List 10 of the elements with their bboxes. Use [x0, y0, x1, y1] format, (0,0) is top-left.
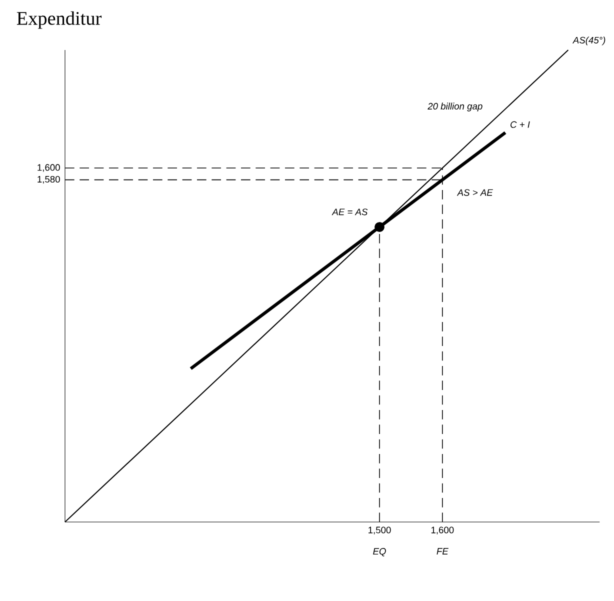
annotation: AE = AS: [332, 208, 368, 216]
y-tick-label: 1,580: [38, 176, 60, 184]
series-label: AS(45°): [572, 36, 606, 46]
ref-line-label: FE: [436, 548, 448, 554]
y-axis-title: Expenditur: [16, 11, 102, 29]
annotation: 20 billion gap: [428, 102, 482, 112]
series-label: C + I: [510, 121, 530, 128]
ref-line-label: EQ: [373, 548, 386, 556]
x-tick-label: 1,500: [368, 526, 391, 534]
annotation: AS > AE: [456, 189, 493, 196]
